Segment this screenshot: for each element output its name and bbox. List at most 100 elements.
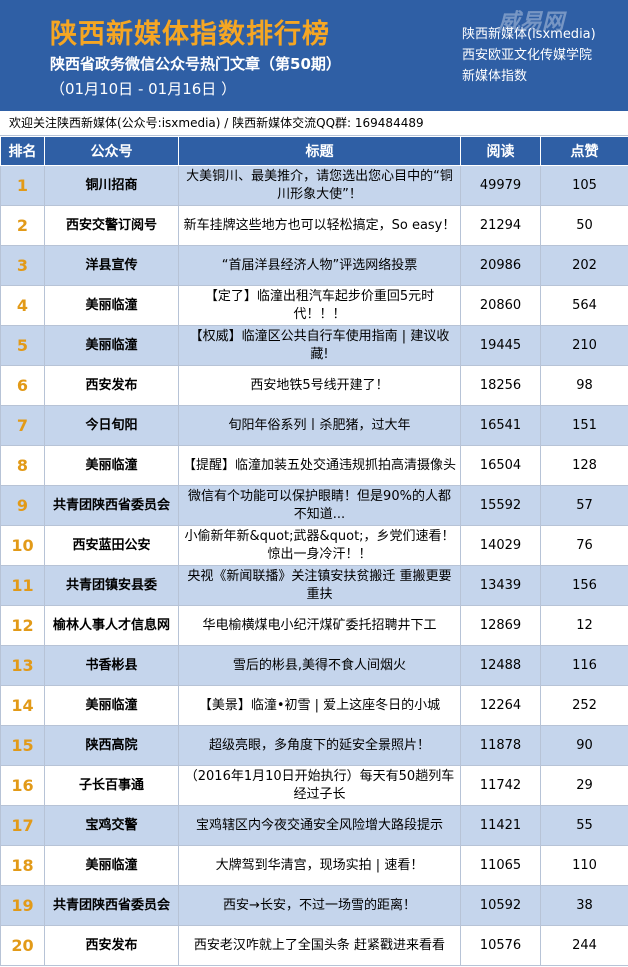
table-row: 3 洋县宣传 “首届洋县经济人物”评选网络投票 20986 202 (0, 245, 628, 286)
ranking-table: 排名 公众号 标题 阅读 点赞 1 铜川招商 大美铜川、最美推介，请您选出您心目中的… (0, 136, 628, 966)
rank-cell: 10 (0, 525, 45, 566)
title-cell: 雪后的彬县,美得不食人间烟火 (178, 645, 461, 686)
table-row: 7 今日旬阳 旬阳年俗系列丨杀肥猪，过大年 16541 151 (0, 405, 628, 446)
account-cell: 子长百事通 (44, 765, 179, 806)
table-row: 12 榆林人事人才信息网 华电榆横煤电小纪汗煤矿委托招聘井下工 12869 12 (0, 605, 628, 646)
account-cell: 西安发布 (44, 365, 179, 406)
likes-cell: 252 (540, 685, 628, 726)
account-cell: 美丽临潼 (44, 325, 179, 366)
rank-cell: 4 (0, 285, 45, 326)
title-cell: 西安老汉咋就上了全国头条 赶紧戳进来看看 (178, 925, 461, 966)
likes-cell: 12 (540, 605, 628, 646)
table-row: 13 书香彬县 雪后的彬县,美得不食人间烟火 12488 116 (0, 645, 628, 686)
table-row: 14 美丽临潼 【美景】临潼•初雪 | 爱上这座冬日的小城 12264 252 (0, 685, 628, 726)
title-cell: 宝鸡辖区内今夜交通安全风险增大路段提示 (178, 805, 461, 846)
title-cell: 【美景】临潼•初雪 | 爱上这座冬日的小城 (178, 685, 461, 726)
likes-cell: 564 (540, 285, 628, 326)
header-account: 公众号 (44, 136, 179, 166)
reads-cell: 12869 (460, 605, 541, 646)
reads-cell: 16541 (460, 405, 541, 446)
title-cell: 大牌驾到华清宫，现场实拍 | 速看！ (178, 845, 461, 886)
title-cell: （2016年1月10日开始执行）每天有50趟列车经过子长 (178, 765, 461, 806)
account-cell: 宝鸡交警 (44, 805, 179, 846)
rank-cell: 2 (0, 205, 45, 246)
rank-cell: 17 (0, 805, 45, 846)
table-header-row: 排名 公众号 标题 阅读 点赞 (0, 136, 628, 166)
reads-cell: 16504 (460, 445, 541, 486)
title-cell: 西安→长安，不过一场雪的距离！ (178, 885, 461, 926)
table-row: 6 西安发布 西安地铁5号线开建了！ 18256 98 (0, 365, 628, 406)
reads-cell: 12264 (460, 685, 541, 726)
publisher-line: 西安欧亚文化传媒学院 (462, 48, 593, 63)
table-row: 19 共青团陕西省委员会 西安→长安，不过一场雪的距离！ 10592 38 (0, 885, 628, 926)
rank-cell: 14 (0, 685, 45, 726)
rank-cell: 12 (0, 605, 45, 646)
likes-cell: 128 (540, 445, 628, 486)
rank-cell: 19 (0, 885, 45, 926)
title-cell: 超级亮眼，多角度下的延安全景照片！ (178, 725, 461, 766)
account-cell: 美丽临潼 (44, 845, 179, 886)
title-cell: “首届洋县经济人物”评选网络投票 (178, 245, 461, 286)
table-row: 17 宝鸡交警 宝鸡辖区内今夜交通安全风险增大路段提示 11421 55 (0, 805, 628, 846)
rank-cell: 3 (0, 245, 45, 286)
title-cell: 【定了】临潼出租汽车起步价重回5元时代！！！ (178, 285, 461, 326)
reads-cell: 11878 (460, 725, 541, 766)
rank-cell: 8 (0, 445, 45, 486)
likes-cell: 151 (540, 405, 628, 446)
reads-cell: 14029 (460, 525, 541, 566)
title-cell: 旬阳年俗系列丨杀肥猪，过大年 (178, 405, 461, 446)
account-cell: 美丽临潼 (44, 445, 179, 486)
reads-cell: 15592 (460, 485, 541, 526)
reads-cell: 21294 (460, 205, 541, 246)
header-banner: 威易网 陕西新媒体指数排行榜 陕西省政务微信公众号热门文章（第50期） （01月… (0, 0, 628, 111)
reads-cell: 49979 (460, 165, 541, 206)
likes-cell: 156 (540, 565, 628, 606)
reads-cell: 11421 (460, 805, 541, 846)
reads-cell: 18256 (460, 365, 541, 406)
table-row: 4 美丽临潼 【定了】临潼出租汽车起步价重回5元时代！！！ 20860 564 (0, 285, 628, 326)
likes-cell: 244 (540, 925, 628, 966)
table-row: 9 共青团陕西省委员会 微信有个功能可以保护眼睛！但是90%的人都不知道... 155… (0, 485, 628, 526)
table-row: 15 陕西高院 超级亮眼，多角度下的延安全景照片！ 11878 90 (0, 725, 628, 766)
table-row: 5 美丽临潼 【权威】临潼区公共自行车使用指南 | 建议收藏! 19445 210 (0, 325, 628, 366)
reads-cell: 20860 (460, 285, 541, 326)
title-cell: 微信有个功能可以保护眼睛！但是90%的人都不知道... (178, 485, 461, 526)
publisher-info: 陕西新媒体(isxmedia) 西安欧亚文化传媒学院 新媒体指数 (462, 24, 596, 87)
likes-cell: 29 (540, 765, 628, 806)
rank-cell: 9 (0, 485, 45, 526)
rank-cell: 18 (0, 845, 45, 886)
account-cell: 陕西高院 (44, 725, 179, 766)
table-row: 2 西安交警订阅号 新车挂牌这些地方也可以轻松搞定，So easy！ 21294 50 (0, 205, 628, 246)
date-range: （01月10日 - 01月16日 ） (50, 80, 237, 98)
table-row: 8 美丽临潼 【提醒】临潼加装五处交通违规抓拍高清摄像头 16504 128 (0, 445, 628, 486)
likes-cell: 105 (540, 165, 628, 206)
account-cell: 共青团陕西省委员会 (44, 485, 179, 526)
likes-cell: 90 (540, 725, 628, 766)
likes-cell: 55 (540, 805, 628, 846)
account-cell: 洋县宣传 (44, 245, 179, 286)
reads-cell: 12488 (460, 645, 541, 686)
table-row: 11 共青团镇安县委 央视《新闻联播》关注镇安扶贫搬迁 重搬更要重扶 13439 156 (0, 565, 628, 606)
likes-cell: 50 (540, 205, 628, 246)
account-cell: 美丽临潼 (44, 685, 179, 726)
title-cell: 【提醒】临潼加装五处交通违规抓拍高清摄像头 (178, 445, 461, 486)
account-cell: 共青团镇安县委 (44, 565, 179, 606)
header-reads: 阅读 (460, 136, 541, 166)
title-cell: 小偷新年新&quot;武器&quot;，乡党们速看！惊出一身冷汗！！ (178, 525, 461, 566)
watermark-logo: 威易网 (498, 10, 565, 35)
account-cell: 今日旬阳 (44, 405, 179, 446)
page-subtitle: 陕西省政务微信公众号热门文章（第50期） (50, 55, 341, 73)
rank-cell: 16 (0, 765, 45, 806)
account-cell: 榆林人事人才信息网 (44, 605, 179, 646)
table-body: 1 铜川招商 大美铜川、最美推介，请您选出您心目中的“铜川形象大使”！ 49979 10… (0, 165, 628, 966)
account-cell: 西安交警订阅号 (44, 205, 179, 246)
rank-cell: 11 (0, 565, 45, 606)
rank-cell: 1 (0, 165, 45, 206)
publisher-line: 新媒体指数 (462, 69, 528, 84)
rank-cell: 15 (0, 725, 45, 766)
title-cell: 新车挂牌这些地方也可以轻松搞定，So easy！ (178, 205, 461, 246)
reads-cell: 13439 (460, 565, 541, 606)
likes-cell: 210 (540, 325, 628, 366)
likes-cell: 38 (540, 885, 628, 926)
header-rank: 排名 (0, 136, 45, 166)
